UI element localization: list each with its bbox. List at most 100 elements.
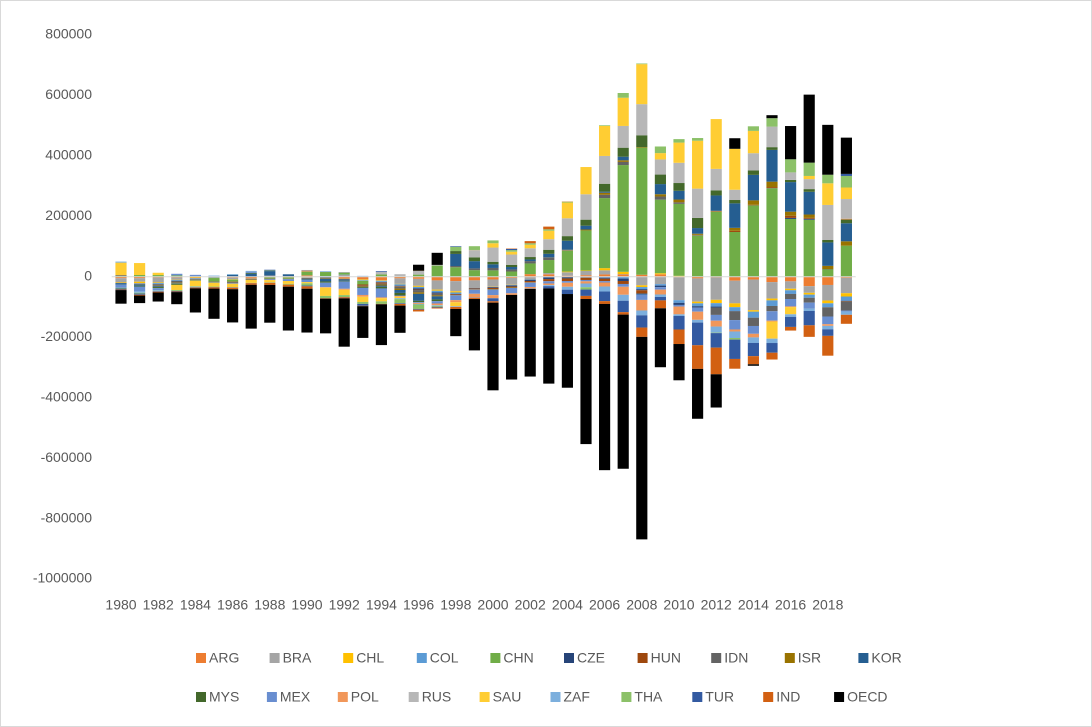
- bar-segment: [115, 288, 127, 290]
- bar-segment: [729, 138, 741, 149]
- bar-segment: [375, 285, 387, 287]
- bar-segment: [766, 276, 778, 283]
- bar-segment: [413, 289, 425, 291]
- bar-segment: [840, 219, 852, 224]
- bar-segment: [357, 284, 369, 286]
- bar-segment: [450, 246, 462, 252]
- bar-segment: [431, 305, 443, 306]
- bar-segment: [785, 316, 797, 327]
- bar-segment: [413, 286, 425, 289]
- bar-segment: [115, 284, 127, 288]
- bar-segment: [524, 279, 536, 281]
- bar-segment: [543, 277, 555, 280]
- bar-segment: [766, 320, 778, 322]
- bar-segment: [822, 269, 834, 277]
- bar-segment: [840, 199, 852, 219]
- bar-segment: [115, 283, 127, 285]
- bar-segment: [431, 280, 443, 290]
- bar-segment: [654, 294, 666, 297]
- bar-segment: [692, 234, 704, 236]
- bar-segment: [524, 243, 536, 245]
- bar-segment: [134, 276, 146, 279]
- bar-segment: [654, 146, 666, 154]
- bar-segment: [673, 306, 685, 315]
- bar-segment: [357, 285, 369, 287]
- bar-segment: [636, 285, 648, 288]
- bar-segment: [599, 268, 611, 271]
- bar-segment: [506, 294, 518, 380]
- bar-segment: [580, 270, 592, 276]
- bar-segment: [617, 314, 629, 469]
- legend-swatch: [266, 692, 277, 702]
- bar-segment: [431, 307, 443, 309]
- bar-segment: [450, 302, 462, 307]
- bar-segment: [673, 304, 685, 307]
- bar-segment: [729, 230, 741, 232]
- bar-segment: [729, 311, 741, 321]
- bar-segment: [654, 196, 666, 200]
- bar-segment: [506, 254, 518, 265]
- bar-segment: [580, 225, 592, 230]
- bar-segment: [692, 306, 704, 308]
- legend-swatch: [621, 692, 632, 702]
- bar-segment: [431, 295, 443, 297]
- bar-segment: [171, 275, 183, 277]
- bar-segment: [115, 276, 127, 279]
- bar-segment: [282, 279, 294, 282]
- bar-segment: [617, 156, 629, 161]
- legend-swatch: [416, 653, 427, 663]
- bar-segment: [710, 277, 722, 300]
- bar-segment: [468, 246, 480, 250]
- bar-segment: [747, 364, 759, 366]
- bar-segment: [803, 189, 815, 192]
- bar-segment: [171, 290, 183, 291]
- bar-segment: [803, 310, 815, 326]
- bar-segment: [803, 297, 815, 303]
- bar-segment: [673, 300, 685, 303]
- bar-segment: [766, 338, 778, 344]
- bar-segment: [636, 327, 648, 337]
- bar-segment: [840, 277, 852, 294]
- y-tick-label: 400000: [45, 147, 92, 163]
- bar-segment: [617, 286, 629, 295]
- bar-segment: [375, 297, 387, 299]
- x-tick-label: 2004: [552, 597, 583, 613]
- bar-segment: [134, 292, 146, 294]
- bar-segment: [245, 276, 257, 279]
- bar-segment: [227, 274, 239, 277]
- bar-segment: [617, 97, 629, 126]
- bar-segment: [413, 274, 425, 277]
- bar-segment: [803, 162, 815, 176]
- bar-segment: [710, 195, 722, 211]
- bar-segment: [338, 289, 350, 296]
- x-tick-label: 1990: [291, 597, 322, 613]
- bar-segment: [636, 299, 648, 311]
- bar-segment: [822, 239, 834, 243]
- bar-segment: [338, 297, 350, 299]
- bar-segment: [282, 281, 294, 284]
- x-tick-label: 2006: [589, 597, 620, 613]
- bar-segment: [599, 192, 611, 195]
- bar-segment: [413, 264, 425, 271]
- bar-segment: [431, 292, 443, 294]
- bar-segment: [431, 296, 443, 300]
- bar-segment: [636, 104, 648, 136]
- bar-segment: [208, 278, 220, 282]
- bar-segment: [636, 63, 648, 65]
- bar-segment: [320, 287, 332, 296]
- bar-segment: [673, 183, 685, 191]
- bar-segment: [710, 211, 722, 212]
- bar-segment: [543, 257, 555, 261]
- bar-segment: [450, 266, 462, 268]
- bar-segment: [227, 279, 239, 282]
- legend-swatch: [479, 692, 490, 702]
- bar-segment: [729, 338, 741, 340]
- bar-segment: [785, 299, 797, 307]
- bar-segment: [692, 188, 704, 218]
- bar-segment: [394, 305, 406, 333]
- bar-segment: [543, 281, 555, 284]
- bar-segment: [506, 248, 518, 251]
- bar-segment: [468, 250, 480, 258]
- bar-segment: [840, 173, 852, 176]
- bar-segment: [152, 291, 164, 293]
